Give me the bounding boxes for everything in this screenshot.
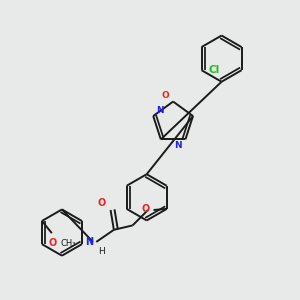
Text: Cl: Cl [208,65,219,75]
Text: O: O [49,238,57,248]
Text: CH₃: CH₃ [61,238,76,247]
Text: O: O [142,204,150,214]
Text: O: O [161,91,169,100]
Text: N: N [85,237,93,247]
Text: H: H [98,248,105,256]
Text: O: O [98,198,106,208]
Text: N: N [175,140,182,149]
Text: N: N [157,106,164,115]
